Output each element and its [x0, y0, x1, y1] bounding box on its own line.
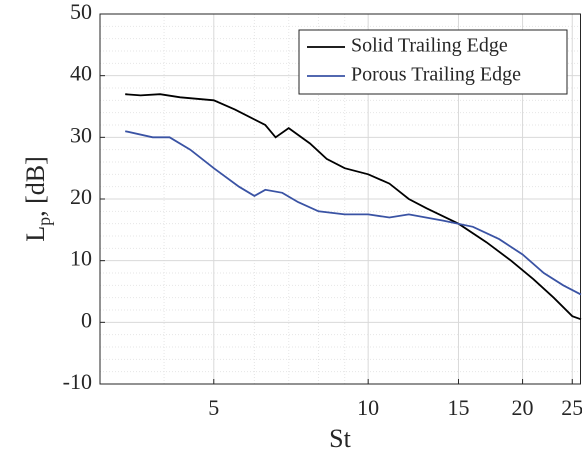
y-label-rest: , [dB]	[21, 156, 50, 217]
legend-label: Solid Trailing Edge	[351, 35, 508, 57]
plot-frame	[99, 13, 581, 385]
legend-label: Porous Trailing Edge	[351, 64, 521, 86]
x-tick-label: 15	[447, 395, 469, 420]
series-line	[125, 130, 582, 296]
x-tick-label: 5	[208, 395, 219, 420]
y-tick-label: 20	[70, 184, 92, 209]
y-label-base: L	[21, 226, 50, 242]
y-tick-label: 10	[70, 246, 92, 271]
x-tick-label: 10	[357, 395, 379, 420]
y-tick-label: 0	[81, 307, 92, 332]
y-tick-label: 50	[70, 0, 92, 24]
y-label-sub: p	[34, 217, 54, 226]
y-tick-label: -10	[63, 369, 92, 394]
y-tick-label: 30	[70, 122, 92, 147]
y-axis-label: Lp, [dB]	[21, 156, 54, 242]
x-tick-label: 25	[561, 395, 582, 420]
series-line	[125, 93, 582, 321]
y-tick-label: 40	[70, 61, 92, 86]
x-axis-label: St	[329, 424, 351, 453]
legend-box	[298, 29, 568, 95]
x-tick-label: 20	[512, 395, 534, 420]
